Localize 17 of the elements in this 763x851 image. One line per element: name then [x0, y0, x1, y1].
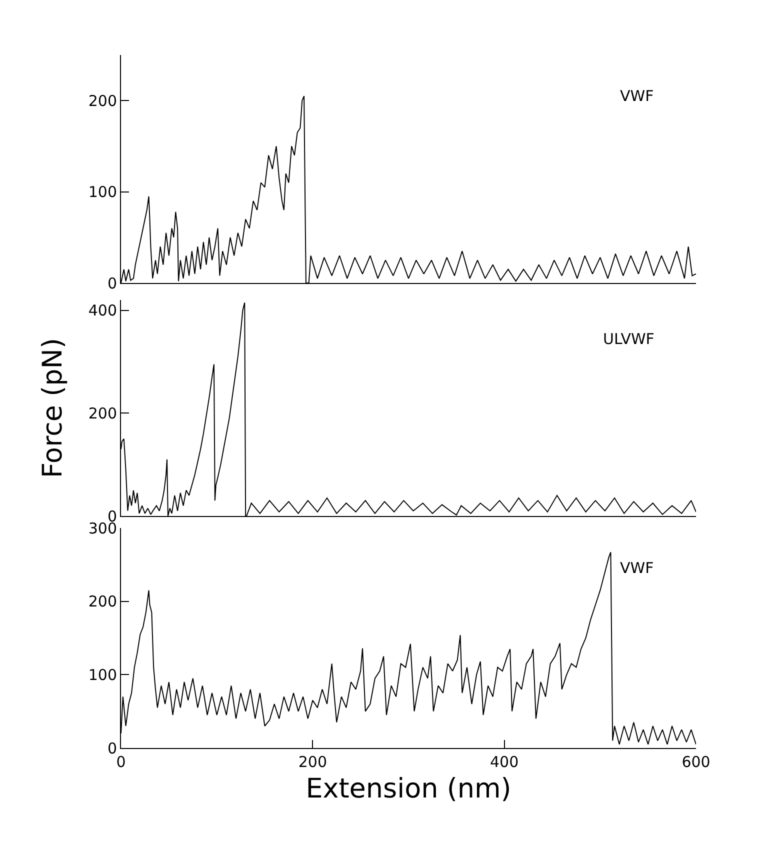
- y-tick-label: 200: [88, 592, 117, 611]
- line-series: [121, 302, 696, 516]
- y-tick-label: 0: [107, 739, 117, 758]
- y-tick-label: 0: [107, 274, 117, 292]
- y-tick-label: 200: [88, 92, 117, 110]
- y-axis-title: Force (pN): [37, 338, 68, 478]
- x-tick-label: 200: [298, 753, 327, 771]
- annotation: VWF: [620, 559, 654, 577]
- x-tick-label: 600: [682, 753, 710, 771]
- annotation: VWF: [620, 87, 654, 105]
- annotation: ULVWF: [603, 330, 654, 348]
- y-tick-label: 100: [88, 666, 117, 684]
- y-tick-label: 100: [88, 183, 117, 202]
- y-tick-label: 400: [88, 302, 117, 320]
- x-axis-title: Extension (nm): [306, 773, 512, 804]
- y-tick-label: 200: [88, 404, 117, 422]
- x-tick-label: 400: [490, 753, 519, 771]
